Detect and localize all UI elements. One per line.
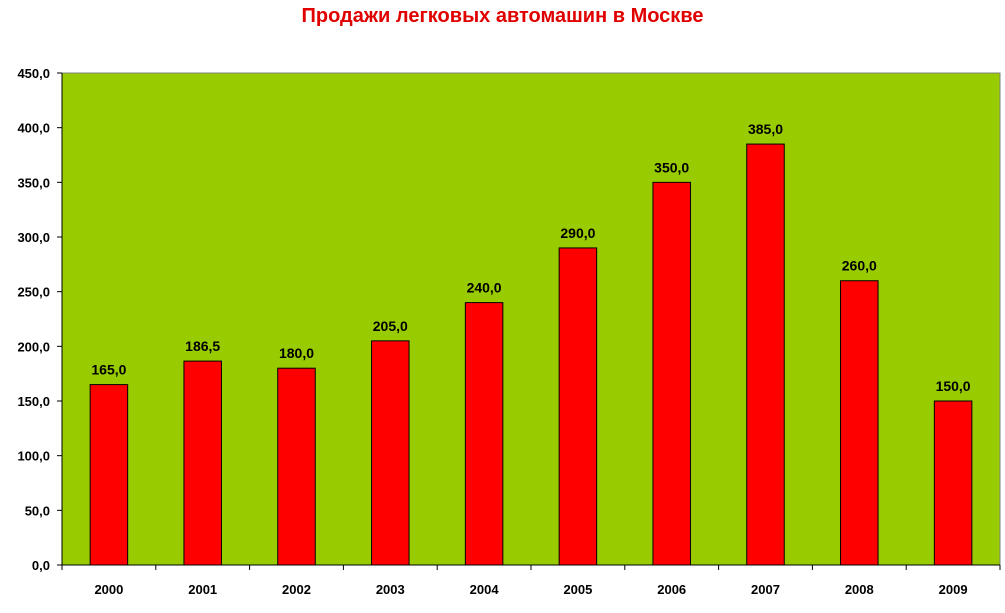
data-label-2002: 180,0 bbox=[279, 345, 314, 361]
y-tick-label: 100,0 bbox=[17, 449, 50, 464]
data-label-2001: 186,5 bbox=[185, 338, 220, 354]
data-label-2004: 240,0 bbox=[467, 280, 502, 296]
x-tick-label: 2000 bbox=[94, 582, 123, 597]
bar-2001 bbox=[183, 360, 222, 566]
bar-2006 bbox=[652, 181, 691, 566]
y-tick-label: 350,0 bbox=[17, 175, 50, 190]
x-tick-label: 2002 bbox=[282, 582, 311, 597]
data-label-2007: 385,0 bbox=[748, 121, 783, 137]
y-tick-label: 400,0 bbox=[17, 121, 50, 136]
y-tick-label: 300,0 bbox=[17, 230, 50, 245]
y-tick-label: 50,0 bbox=[25, 503, 50, 518]
bar-2004 bbox=[464, 302, 504, 566]
data-labels: 165,0 186,5 180,0 205,0 240,0 290,0 350,0 385,0… bbox=[91, 121, 970, 394]
y-tick-label: 250,0 bbox=[17, 285, 50, 300]
bar-2002 bbox=[277, 367, 316, 566]
data-label-2003: 205,0 bbox=[373, 318, 408, 334]
y-tick-label: 150,0 bbox=[17, 394, 50, 409]
bar-2009 bbox=[933, 400, 973, 566]
x-axis: 2000 2001 2002 2003 2004 2005 2006 2007 2008 2009 bbox=[61, 564, 1001, 597]
x-tick-label: 2004 bbox=[470, 582, 500, 597]
bars bbox=[89, 143, 973, 566]
x-tick-label: 2007 bbox=[751, 582, 780, 597]
y-tick-label: 450,0 bbox=[17, 66, 50, 81]
y-tick-label: 0,0 bbox=[32, 558, 50, 573]
y-axis: 0,0 50,0 100,0 150,0 200,0 250,0 300,0 350,0 400… bbox=[17, 66, 63, 573]
data-label-2008: 260,0 bbox=[842, 258, 877, 274]
bar-2005 bbox=[558, 247, 598, 566]
x-tick-label: 2006 bbox=[657, 582, 686, 597]
bar-2008 bbox=[840, 280, 879, 566]
chart-title: Продажи легковых автомашин в Москве bbox=[301, 5, 704, 27]
data-label-2006: 350,0 bbox=[654, 159, 689, 175]
x-tick-label: 2005 bbox=[563, 582, 592, 597]
y-tick-label: 200,0 bbox=[17, 339, 50, 354]
bar-2007 bbox=[746, 143, 785, 566]
bar-2003 bbox=[371, 340, 410, 566]
x-tick-label: 2001 bbox=[188, 582, 217, 597]
data-label-2009: 150,0 bbox=[936, 378, 971, 394]
x-tick-label: 2008 bbox=[845, 582, 874, 597]
data-label-2000: 165,0 bbox=[91, 362, 126, 378]
data-label-2005: 290,0 bbox=[560, 225, 595, 241]
bar-2000 bbox=[89, 384, 129, 566]
x-tick-label: 2009 bbox=[939, 582, 968, 597]
x-tick-label: 2003 bbox=[376, 582, 405, 597]
